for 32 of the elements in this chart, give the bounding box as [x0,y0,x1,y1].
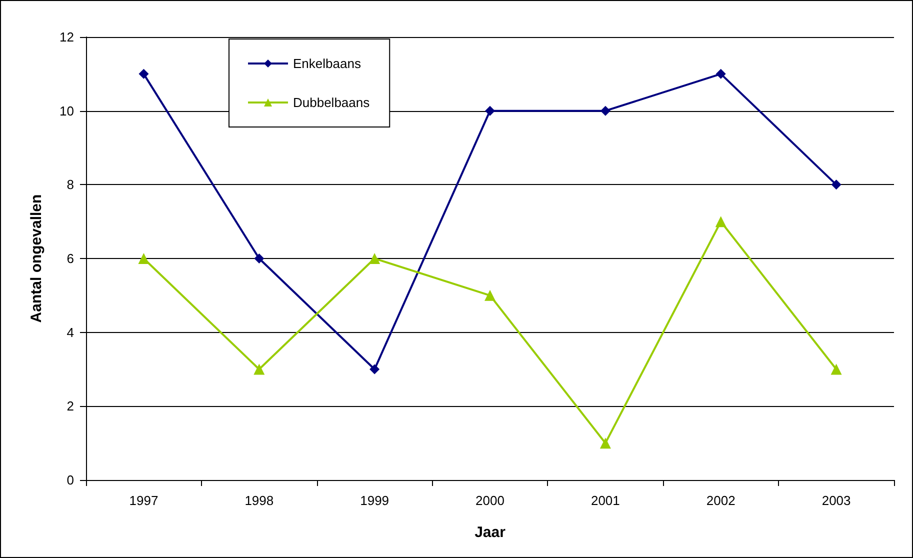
y-tick-label: 4 [66,324,74,340]
x-tick-label: 1998 [244,493,274,508]
y-tick-label: 0 [66,472,74,488]
x-tick-label: 1997 [129,493,158,508]
y-tick-label: 2 [66,398,74,414]
x-tick-label: 2001 [590,493,620,508]
y-tick-label: 10 [60,103,74,118]
y-tick-label: 12 [60,30,74,44]
point [600,106,610,116]
y-tick-label: 6 [66,251,74,266]
x-tick-label: 2002 [706,493,736,508]
point [830,364,842,375]
point [370,364,380,374]
point [716,68,726,79]
x-tick-label: 2000 [476,493,504,508]
point [369,253,380,264]
point [484,290,496,301]
point [715,216,726,228]
point [138,68,149,79]
y-tick-label: 8 [66,177,74,192]
x-tick-label: 2003 [822,493,851,508]
point [254,364,265,375]
point [254,254,264,264]
y-axis-title: Aantal ongevallen [28,194,45,323]
x-tick-label: 1999 [360,493,390,508]
legend-label: Dubbelbaans [293,95,370,110]
legend-label: Enkelbaans [293,56,362,71]
point [831,180,842,190]
x-axis-title: Jaar [474,524,506,541]
point [138,253,150,264]
point [485,106,495,116]
point [600,438,611,449]
